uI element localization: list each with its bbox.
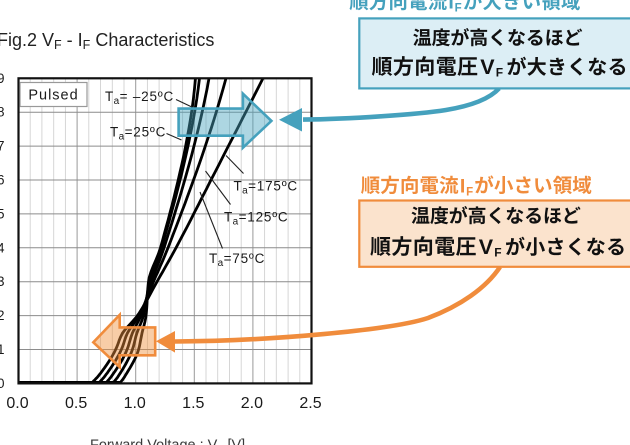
svg-text:8: 8 <box>0 105 5 120</box>
svg-text:T: T <box>224 210 233 225</box>
svg-text:F: F <box>455 3 462 15</box>
svg-text:= –25ºC: = –25ºC <box>120 89 174 104</box>
svg-text:2.5: 2.5 <box>299 395 321 412</box>
svg-text:1.0: 1.0 <box>124 395 146 412</box>
svg-text:0.0: 0.0 <box>6 395 28 412</box>
svg-text:=75ºC: =75ºC <box>224 251 266 266</box>
svg-text:9: 9 <box>0 71 5 86</box>
svg-text:6: 6 <box>0 173 5 188</box>
svg-text:T: T <box>110 125 119 140</box>
svg-text:=25ºC: =25ºC <box>125 125 167 140</box>
svg-text:0.5: 0.5 <box>65 395 87 412</box>
svg-text:=125ºC: =125ºC <box>239 210 289 225</box>
svg-text:a: a <box>114 96 120 107</box>
svg-text:7: 7 <box>0 139 5 154</box>
svg-text:a: a <box>233 217 239 228</box>
svg-text:2: 2 <box>0 308 5 323</box>
svg-text:1: 1 <box>0 342 5 357</box>
svg-text:F: F <box>494 246 501 260</box>
svg-text:5: 5 <box>0 206 5 221</box>
svg-text:2.0: 2.0 <box>241 395 263 412</box>
svg-text:3: 3 <box>0 274 5 289</box>
svg-text:Pulsed: Pulsed <box>28 88 78 104</box>
svg-text:4: 4 <box>0 240 5 255</box>
svg-text:a: a <box>119 132 125 143</box>
svg-text:F: F <box>466 186 473 198</box>
svg-text:T: T <box>209 251 218 266</box>
svg-text:Fig.2 VF - IF Characteristics: Fig.2 VF - IF Characteristics <box>0 30 214 52</box>
svg-text:T: T <box>105 89 114 104</box>
svg-text:1.5: 1.5 <box>182 395 204 412</box>
svg-text:I: I <box>460 175 465 197</box>
svg-text:a: a <box>242 186 248 197</box>
svg-text:I: I <box>448 0 453 14</box>
svg-text:a: a <box>218 258 224 269</box>
svg-text:T: T <box>234 179 243 194</box>
svg-text:0: 0 <box>0 376 5 391</box>
svg-text:V: V <box>479 235 494 259</box>
svg-text:=175ºC: =175ºC <box>248 179 298 194</box>
svg-text:F: F <box>496 66 503 80</box>
svg-text:V: V <box>480 55 495 79</box>
